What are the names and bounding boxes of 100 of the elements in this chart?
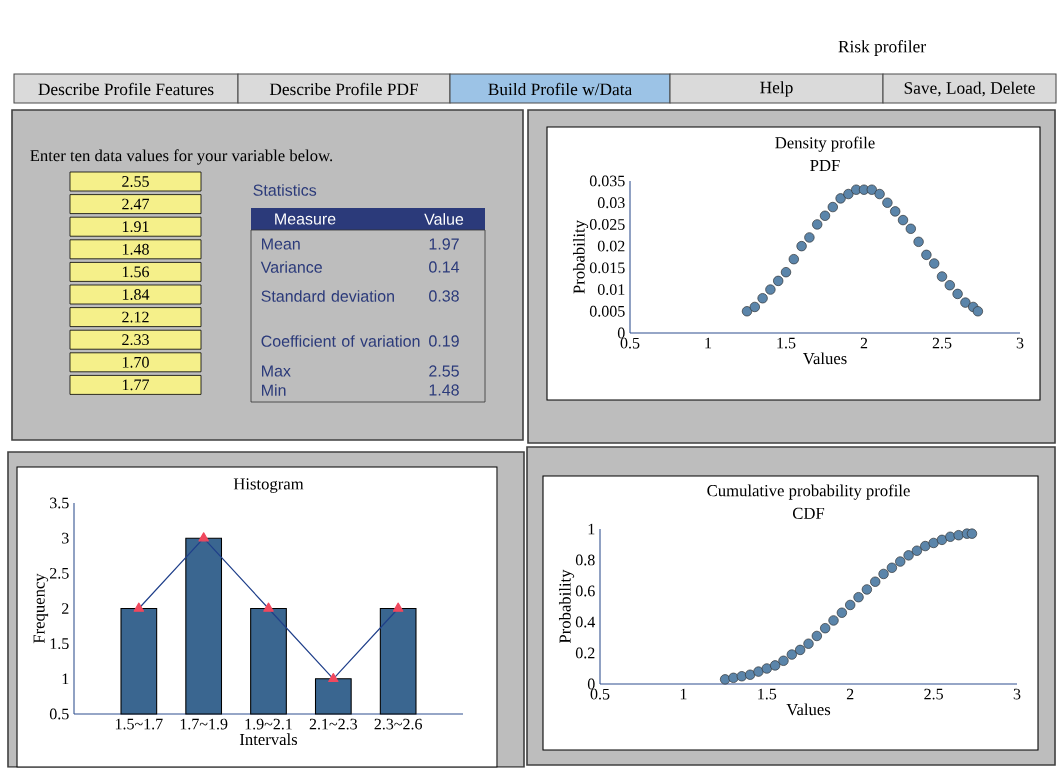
point: [853, 592, 864, 603]
y-tick-label: 0: [587, 678, 595, 690]
point: [804, 232, 815, 243]
text: Value: [424, 213, 464, 225]
category-label: Min: [262, 384, 286, 396]
point: [945, 531, 956, 542]
point: [788, 254, 799, 265]
y-tick-label: 0.01: [597, 284, 625, 296]
x-tick-label: 2.5: [932, 337, 952, 349]
point: [972, 306, 984, 317]
point: [812, 219, 823, 230]
point: [744, 669, 756, 680]
text: 2.12: [122, 311, 149, 323]
y-tick-label: 1: [62, 673, 69, 685]
point: [920, 541, 931, 552]
point: [780, 267, 792, 278]
point: [929, 258, 940, 269]
point: [913, 236, 924, 248]
text: Build Profile w/Data: [488, 82, 632, 96]
y-tick-label: 0.8: [575, 554, 595, 566]
text: 1.56: [122, 266, 150, 278]
y-axis-title: Probability: [558, 569, 575, 644]
y-tick-label: 0.02: [597, 240, 625, 252]
point: [936, 271, 948, 282]
point: [778, 655, 789, 666]
data-label: 2.55: [429, 365, 459, 377]
text: Save, Load, Delete: [904, 81, 1035, 97]
point: [882, 197, 893, 208]
point: [911, 545, 923, 556]
point: [890, 206, 901, 217]
point: [773, 275, 784, 287]
point: [895, 556, 906, 567]
point: [765, 284, 776, 295]
text: Enter ten data values for your variable below.: [30, 149, 333, 165]
y-tick-label: 0.015: [589, 262, 625, 274]
text: Risk profiler: [838, 40, 926, 57]
y-tick-label: 3.5: [50, 497, 69, 509]
data-label: 0.19: [429, 335, 459, 347]
text: 1.48: [122, 243, 149, 255]
point: [728, 672, 739, 684]
point: [936, 534, 948, 546]
y-tick-label: 3: [62, 532, 69, 544]
category-label: Coefficient of variation: [261, 335, 420, 347]
text: 1.91: [122, 221, 149, 233]
x-tick-label: 1.5~1.7: [115, 718, 163, 730]
y-tick-label: 0.035: [589, 175, 625, 187]
x-tick-label: 2.1~2.3: [309, 718, 358, 730]
point: [753, 666, 764, 677]
x-tick-label: 2.3~2.6: [374, 718, 423, 730]
y-axis-title: Frequency: [33, 573, 49, 644]
y-tick-label: 0.005: [589, 305, 625, 317]
x-tick-label: 1: [680, 688, 687, 700]
text: 1.70: [122, 356, 149, 368]
point: [803, 638, 814, 649]
chart-subtitle: CDF: [792, 507, 825, 520]
y-tick-label: 0.5: [49, 708, 69, 720]
x-axis-title: Intervals: [239, 733, 298, 746]
x-tick-label: 1.9~2.1: [245, 718, 292, 730]
point: [953, 530, 964, 541]
x-tick-label: 1.7~1.9: [180, 718, 228, 730]
y-tick-label: 0.03: [597, 197, 625, 209]
text: 2.55: [122, 176, 149, 188]
point: [796, 241, 807, 252]
y-tick-label: 0.6: [575, 585, 595, 597]
point: [770, 660, 781, 671]
point: [836, 607, 847, 618]
point: [820, 623, 831, 634]
text: 1.84: [122, 289, 150, 301]
point: [928, 537, 939, 549]
x-tick-label: 1.5: [777, 337, 796, 349]
point: [903, 550, 914, 561]
text: Describe Profile Features: [38, 82, 214, 96]
text: 2.47: [122, 198, 150, 210]
point: [952, 288, 963, 300]
point: [741, 306, 753, 317]
y-tick-label: 0.4: [575, 616, 596, 628]
chart-title: Histogram: [233, 478, 304, 494]
point: [835, 193, 846, 204]
data-label: 1.48: [429, 384, 459, 396]
x-tick-label: 2: [846, 688, 854, 700]
chart-title: Cumulative probability profile: [707, 484, 910, 500]
y-tick-label: 2.5: [50, 568, 69, 579]
category-label: Max: [262, 365, 291, 377]
point: [828, 615, 839, 626]
y-axis-title: Probability: [572, 220, 589, 294]
chart-title: Density profile: [775, 136, 875, 152]
y-tick-label: 0.025: [589, 219, 625, 230]
category-label: Mean: [262, 238, 300, 250]
point: [874, 188, 885, 200]
x-tick-label: 0.5: [620, 337, 640, 349]
point: [966, 528, 978, 539]
y-tick-label: 0: [617, 327, 625, 339]
point: [757, 293, 768, 304]
point: [870, 576, 881, 587]
x-tick-label: 3: [1013, 688, 1021, 700]
y-tick-label: 1: [588, 523, 595, 535]
point: [861, 584, 873, 595]
x-tick-label: 1.5: [758, 688, 777, 700]
chart-subtitle: PDF: [810, 160, 840, 172]
text: 2.33: [122, 334, 149, 346]
